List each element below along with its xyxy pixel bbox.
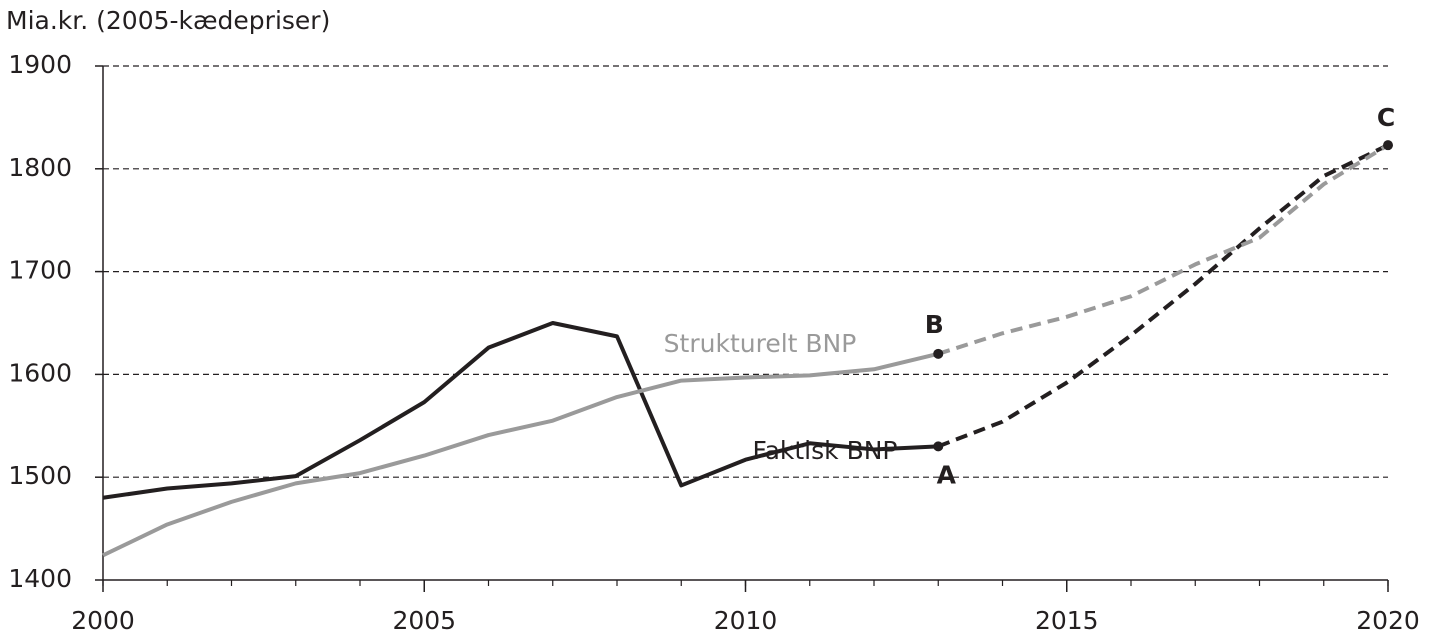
series-label: Faktisk BNP: [752, 436, 897, 465]
annotation-point: [1383, 140, 1393, 151]
series-line: [102, 321, 939, 500]
x-tick-label: 2000: [71, 606, 135, 635]
projection-line: [937, 143, 1389, 449]
annotation-label: A: [937, 460, 957, 489]
x-tick-label: 2005: [392, 606, 456, 635]
x-tick-label: 2010: [714, 606, 778, 635]
series-label: Strukturelt BNP: [664, 329, 857, 358]
y-axis-title: Mia.kr. (2005-kædepriser): [6, 6, 330, 35]
y-tick-label: 1400: [8, 564, 72, 593]
annotation-point: [933, 441, 944, 452]
series-line: [102, 351, 939, 558]
y-tick-label: 1500: [8, 461, 72, 490]
y-tick-label: 1600: [8, 358, 72, 387]
y-tick-label: 1900: [8, 50, 72, 79]
annotation-label: C: [1377, 103, 1395, 132]
annotation-label: B: [925, 310, 944, 339]
annotation-point: [933, 348, 944, 359]
projection-line: [937, 143, 1390, 356]
y-tick-label: 1700: [8, 256, 72, 285]
x-tick-label: 2015: [1035, 606, 1099, 635]
y-tick-label: 1800: [8, 153, 72, 182]
x-tick-label: 2020: [1356, 606, 1420, 635]
